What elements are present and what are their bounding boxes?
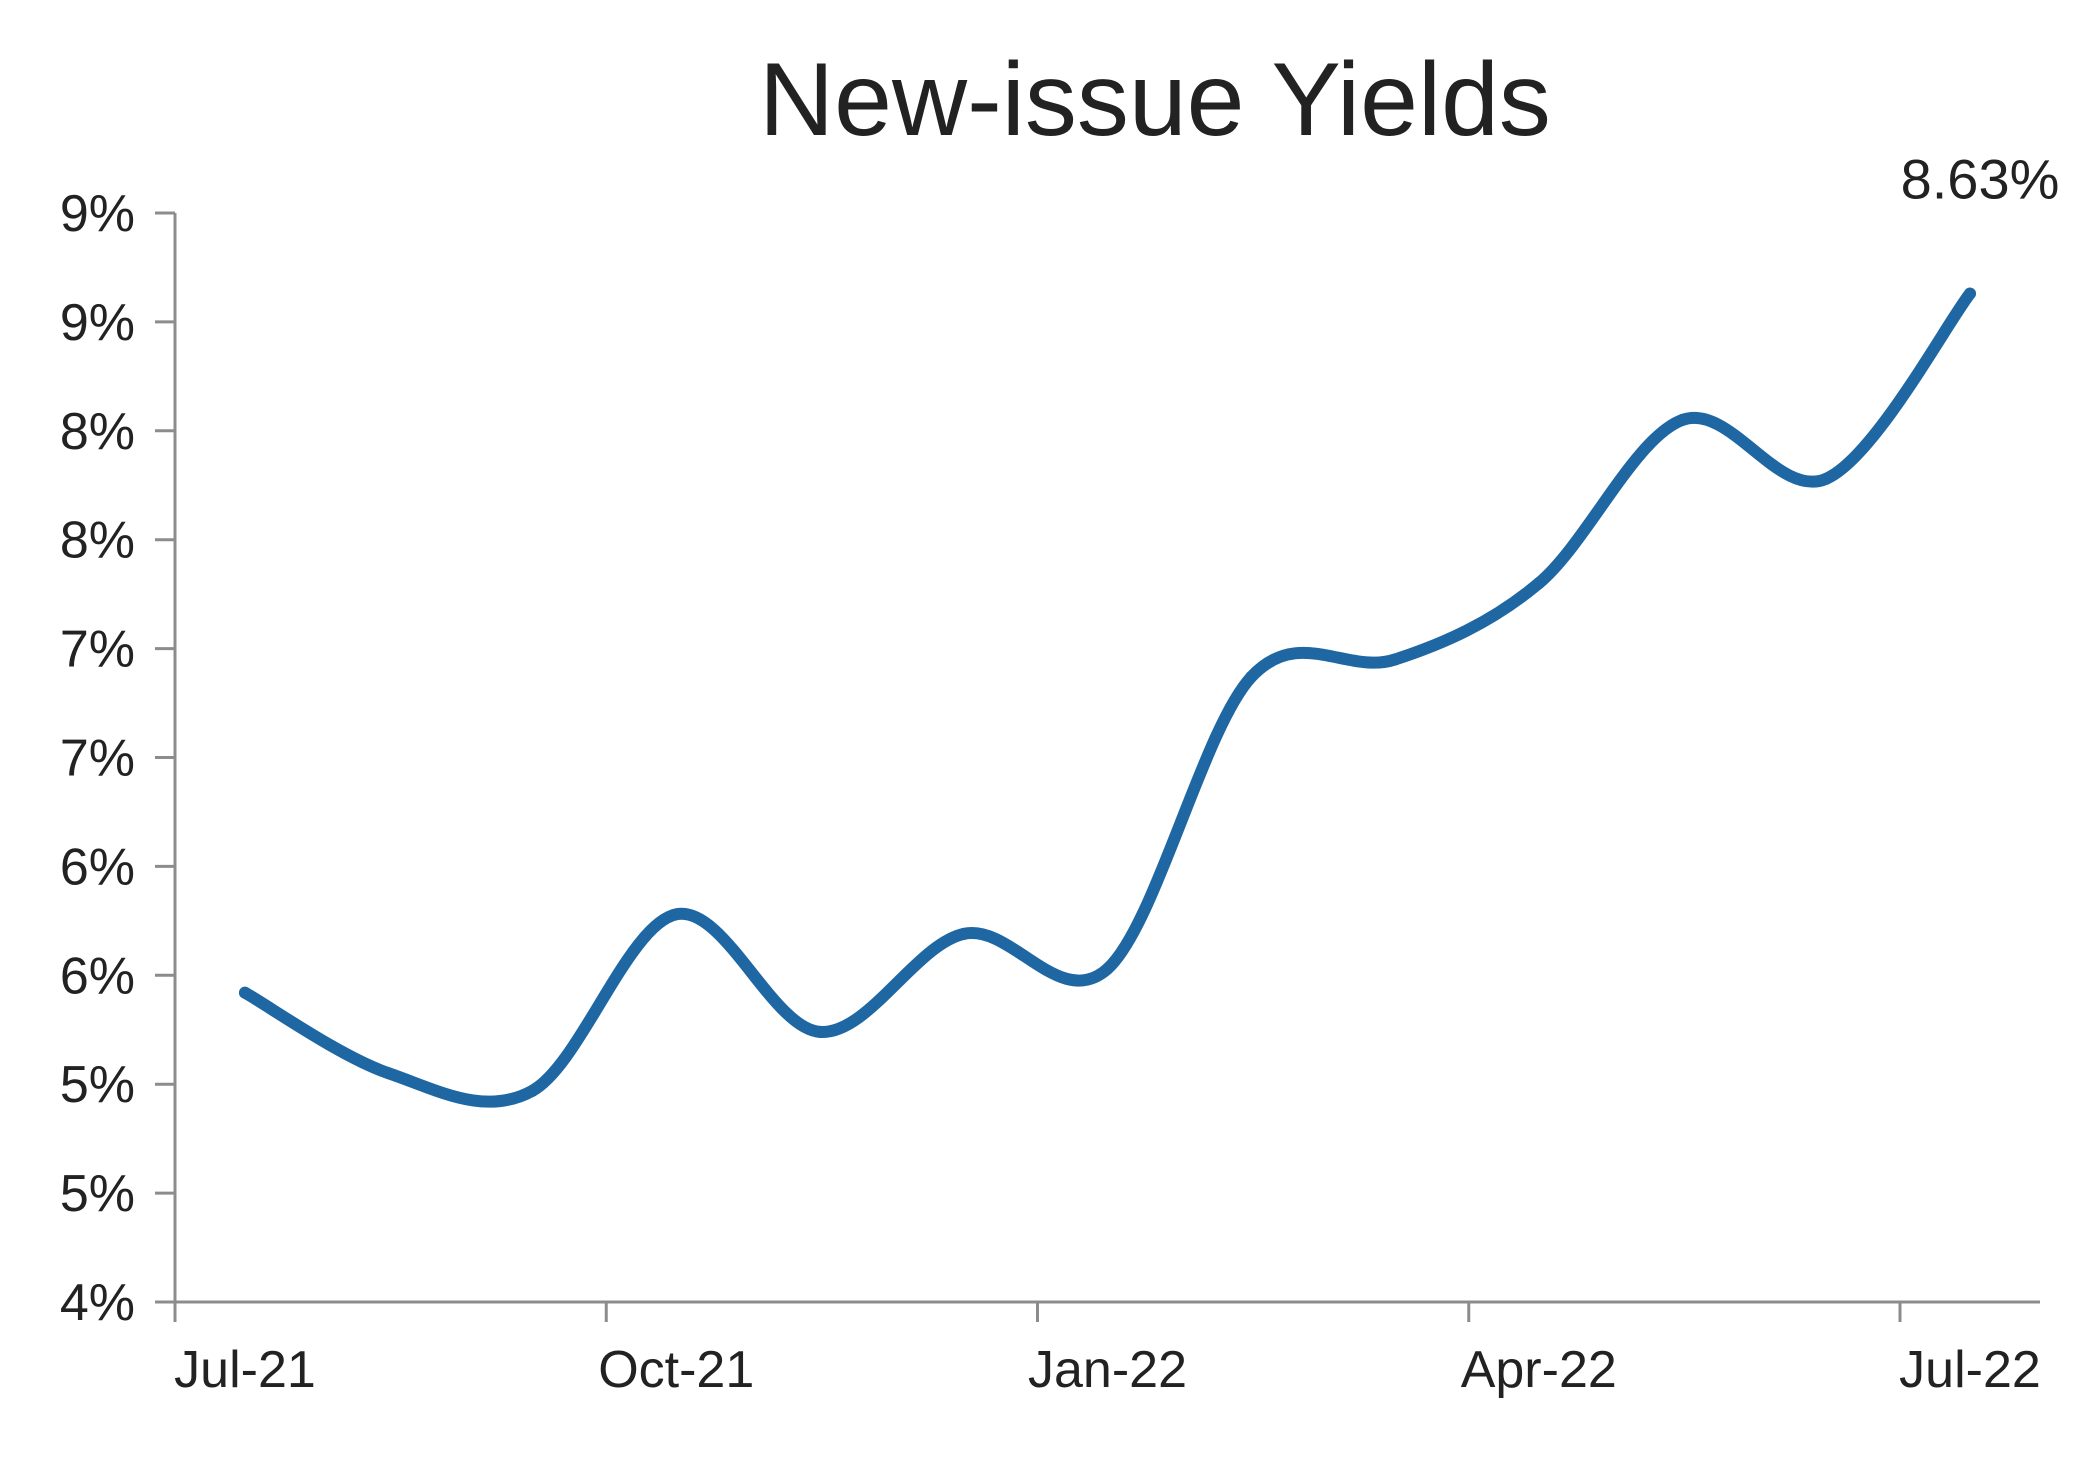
- y-tick-label: 9%: [60, 185, 135, 243]
- y-tick-label: 5%: [60, 1165, 135, 1223]
- y-tick-label: 6%: [60, 947, 135, 1005]
- data-point: [526, 1084, 539, 1097]
- x-tick-label: Jan-22: [1028, 1341, 1187, 1399]
- x-axis: Jul-21 Oct-21 Jan-22 Apr-22 Jul-22: [173, 1300, 2041, 1399]
- data-point: [382, 1067, 395, 1080]
- y-tick-label: 4%: [60, 1274, 135, 1332]
- y-tick-label: 7%: [60, 621, 135, 679]
- y-tick-label: 8%: [60, 512, 135, 570]
- x-tick-label: Oct-21: [598, 1341, 754, 1399]
- y-tick-label: 9%: [60, 294, 135, 352]
- data-label: 8.63%: [1901, 148, 2060, 211]
- data-point: [1532, 577, 1545, 590]
- x-tick-label: Apr-22: [1461, 1341, 1617, 1399]
- x-tick-label: Jul-22: [1899, 1341, 2041, 1399]
- series-layer: [239, 287, 1976, 1108]
- y-tick-label: 5%: [60, 1056, 135, 1114]
- x-tick-label: Jul-21: [174, 1341, 316, 1399]
- data-point: [1389, 653, 1401, 666]
- data-point: [670, 908, 683, 921]
- data-point: [1245, 670, 1258, 683]
- data-point: [1676, 413, 1689, 426]
- y-tick-label: 6%: [60, 838, 135, 896]
- data-point: [957, 927, 970, 940]
- data-point: [239, 986, 251, 999]
- data-point: [1964, 287, 1976, 300]
- y-tick-label: 7%: [60, 730, 135, 788]
- data-point: [1820, 472, 1833, 485]
- annotation-layer: 8.63%: [1901, 148, 2060, 211]
- y-tick-label: 8%: [60, 403, 135, 461]
- y-axis: 4% 5% 5% 6% 6% 7% 7% 8% 8% 9% 9%: [60, 185, 177, 1332]
- series-line: [239, 287, 1976, 1108]
- data-point: [814, 1025, 826, 1038]
- chart-title: New-issue Yields: [759, 42, 1551, 158]
- data-point: [1101, 962, 1114, 975]
